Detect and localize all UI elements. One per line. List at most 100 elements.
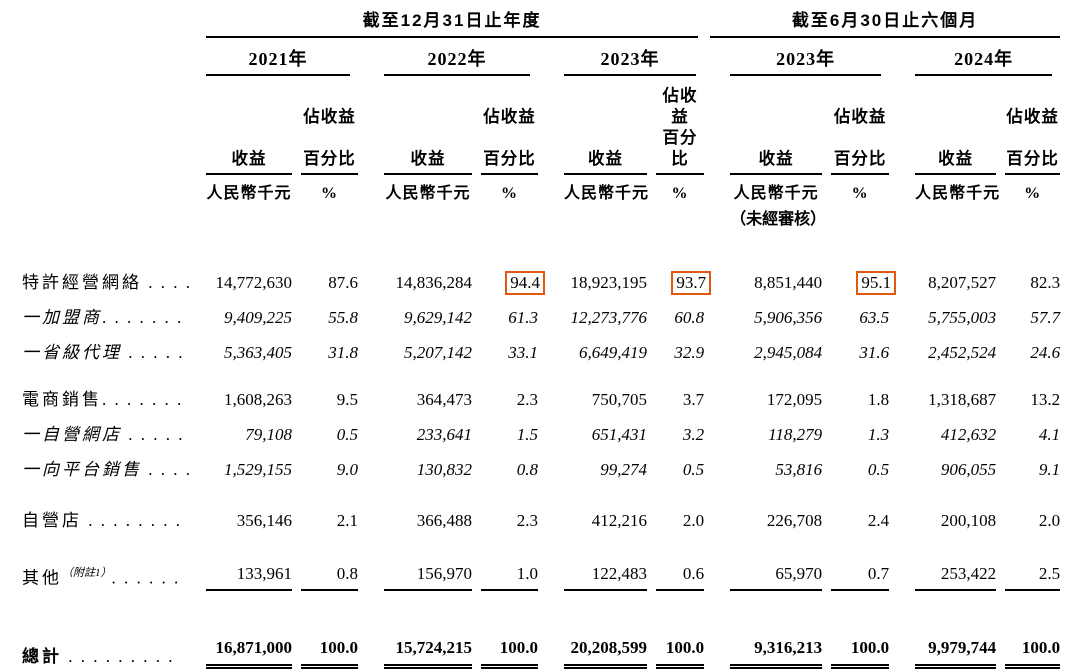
percent-value: 61.3	[508, 308, 538, 327]
leader-dots: . . . .	[142, 460, 192, 479]
pct-top-header-row: 佔收益 佔收益 佔收益 佔收益 佔收益	[22, 76, 1060, 128]
table-body: 特許經營網絡 . . . . 14,772,630 87.6 14,836,284 94…	[22, 231, 1061, 669]
percent-value: 63.5	[859, 308, 890, 327]
revenue-breakdown-table: 截至12月31日止年度 截至6月30日止六個月 2021年 2022年 2023…	[22, 8, 1061, 669]
percent-sign: %	[321, 185, 338, 202]
table-row: 總計 . . . . . . . . . 16,871,000 100.0 15,72…	[22, 591, 1061, 669]
revenue-value: 16,871,000	[206, 636, 292, 669]
percentage-header: 百分比	[656, 128, 705, 175]
leader-dots: . . . . .	[122, 425, 185, 444]
highlight-box: 93.7	[671, 271, 712, 295]
percent-value: 0.8	[516, 460, 538, 479]
revenue-value: 2,452,524	[928, 343, 997, 362]
rmb-unit-label: 人民幣千元	[206, 185, 292, 202]
percent-value: 2.4	[867, 511, 890, 530]
year-2024-interim: 2024年	[915, 38, 1053, 76]
revenue-value: 1,529,155	[224, 460, 292, 479]
row-label: 總計 . . . . . . . . .	[22, 647, 175, 666]
revenue-value: 5,906,356	[754, 308, 823, 327]
revenue-value: 14,836,284	[395, 273, 473, 292]
revenue-value: 906,055	[940, 460, 997, 479]
revenue-value: 9,979,744	[915, 636, 997, 669]
highlight-box: 94.4	[505, 271, 545, 295]
pct-of-revenue-label: 佔收益	[483, 108, 536, 126]
revenue-header: 收益	[564, 149, 647, 175]
percent-value: 100.0	[656, 636, 705, 669]
percent-sign: %	[501, 185, 518, 202]
percent-value: 13.2	[1030, 390, 1061, 409]
percent-value: 100.0	[1005, 636, 1061, 669]
percentage-header: 百分比	[481, 149, 538, 175]
revenue-value: 364,473	[416, 390, 472, 409]
unaudited-note-row: （未經審核）	[22, 205, 1060, 231]
pct-of-revenue-label: 佔收益	[833, 108, 887, 126]
revenue-value: 412,216	[591, 511, 647, 530]
row-label: 其他（附註1）. . . . . .	[22, 567, 181, 588]
revenue-value: 79,108	[245, 425, 292, 444]
leader-dots: . . . . . . .	[102, 390, 184, 409]
percent-value: 55.8	[328, 308, 358, 327]
revenue-value: 18,923,195	[570, 273, 648, 292]
pct-of-revenue-label: 佔收益	[1006, 108, 1059, 126]
table-row: 自營店 . . . . . . . . 356,146 2.1 366,488 2.3 4…	[22, 482, 1060, 533]
percent-value: 0.8	[301, 562, 358, 591]
revenue-value: 412,632	[940, 425, 997, 444]
revenue-value: 20,208,599	[564, 636, 647, 669]
row-label: 一向平台銷售 . . . .	[22, 460, 192, 479]
revenue-value: 14,772,630	[215, 273, 293, 292]
revenue-value: 118,279	[768, 425, 823, 444]
percent-value: 2.1	[336, 511, 358, 530]
row-label: 特許經營網絡 . . . .	[22, 273, 192, 292]
year-2022: 2022年	[384, 38, 530, 76]
percent-value: 31.6	[859, 343, 890, 362]
leader-dots: . . . .	[142, 273, 192, 292]
revenue-header: 收益	[384, 149, 472, 175]
revenue-value: 200,108	[940, 511, 997, 530]
revenue-value: 253,422	[915, 562, 997, 591]
table-row: 一向平台銷售 . . . . 1,529,155 9.0 130,832 0.8 99,2…	[22, 447, 1060, 482]
row-label: 一自營網店 . . . . .	[22, 425, 185, 444]
row-label: 一加盟商. . . . . . .	[22, 308, 184, 327]
revenue-value: 130,832	[416, 460, 472, 479]
unaudited-note: （未經審核）	[730, 211, 827, 228]
percent-value: 95.1	[831, 271, 897, 295]
revenue-value: 122,483	[564, 562, 647, 591]
percentage-header: 百分比	[1005, 149, 1061, 175]
percent-sign: %	[1024, 185, 1042, 202]
percent-value: 60.8	[674, 308, 705, 327]
percent-value: 1.3	[867, 425, 890, 444]
revenue-value: 9,409,225	[224, 308, 292, 327]
table-row: 一自營網店 . . . . . 79,108 0.5 233,641 1.5 651,43…	[22, 412, 1060, 447]
revenue-value: 8,851,440	[754, 273, 823, 292]
revenue-value: 5,755,003	[928, 308, 997, 327]
revenue-header: 收益	[206, 149, 292, 175]
revenue-value: 233,641	[416, 425, 472, 444]
row-label: 電商銷售. . . . . . .	[22, 390, 184, 409]
revenue-value: 53,816	[775, 460, 823, 479]
percent-value: 82.3	[1030, 273, 1061, 292]
revenue-header: 收益	[730, 149, 823, 175]
revenue-value: 226,708	[766, 511, 823, 530]
percent-value: 93.7	[656, 271, 712, 295]
percent-value: 24.6	[1030, 343, 1061, 362]
financial-table-page: 截至12月31日止年度 截至6月30日止六個月 2021年 2022年 2023…	[0, 8, 1080, 669]
revenue-value: 9,629,142	[404, 308, 472, 327]
percent-value: 1.0	[481, 562, 538, 591]
rmb-unit-label: 人民幣千元	[564, 185, 650, 202]
period-group-interim: 截至6月30日止六個月	[710, 8, 1061, 38]
row-label: 一省級代理 . . . . .	[22, 343, 185, 362]
percent-value: 32.9	[674, 343, 705, 362]
revenue-value: 8,207,527	[928, 273, 997, 292]
leader-dots: . . . . . . . .	[82, 511, 182, 530]
revenue-value: 9,316,213	[730, 636, 823, 669]
rmb-unit-label: 人民幣千元	[733, 185, 819, 202]
unit-header-row: 人民幣千元 % 人民幣千元 % 人民幣千元 % 人民幣千元 % 人民幣千元 %	[22, 175, 1060, 205]
revenue-value: 2,945,084	[754, 343, 823, 362]
percent-sign: %	[851, 185, 869, 202]
row-label: 自營店 . . . . . . . .	[22, 511, 182, 530]
percent-value: 3.2	[682, 425, 705, 444]
percent-value: 1.8	[867, 390, 890, 409]
table-row: 其他（附註1）. . . . . . 133,961 0.8 156,970 1.0 12…	[22, 533, 1061, 591]
year-header-row: 2021年 2022年 2023年 2023年 2024年	[22, 38, 1060, 76]
revenue-value: 651,431	[591, 425, 647, 444]
